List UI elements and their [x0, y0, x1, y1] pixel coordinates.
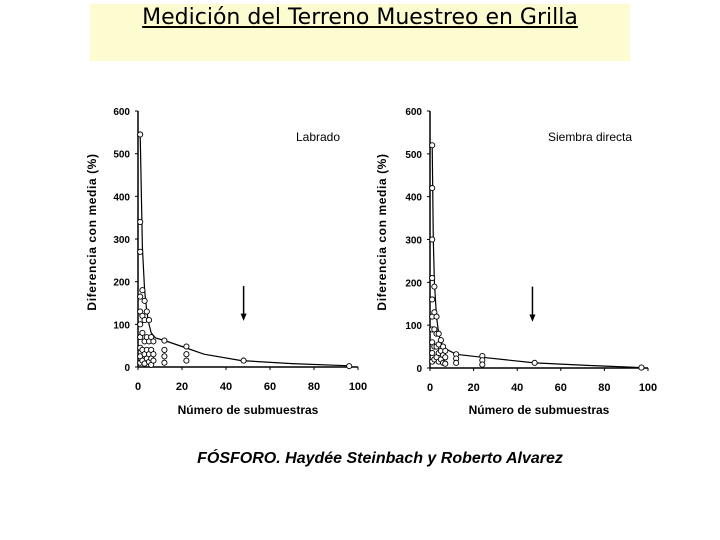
- data-point: [145, 317, 153, 324]
- x-tick-label: 60: [264, 381, 276, 393]
- y-tick-label: 400: [113, 192, 130, 203]
- y-tick-label: 600: [405, 107, 422, 118]
- x-tick-label: 0: [427, 382, 433, 394]
- chart-title: Labrado: [296, 130, 340, 144]
- data-point: [183, 351, 190, 358]
- y-tick-label: 300: [113, 235, 130, 246]
- data-point: [479, 361, 486, 368]
- x-tick-label: 40: [220, 381, 232, 393]
- data-point: [137, 293, 144, 300]
- x-axis-label: Número de submuestras: [469, 403, 610, 417]
- data-point: [437, 337, 444, 344]
- data-point: [433, 313, 440, 320]
- y-tick-label: 500: [113, 150, 130, 161]
- y-tick-label: 200: [405, 278, 422, 289]
- title-banner: Medición del Terreno Muestreo en Grilla: [90, 4, 630, 61]
- x-axis-label: Número de submuestras: [178, 403, 319, 417]
- data-point: [161, 337, 168, 344]
- slide-caption: FÓSFORO. Haydée Steinbach y Roberto Alva…: [197, 450, 563, 467]
- y-tick-label: 600: [113, 107, 130, 118]
- data-point: [183, 357, 190, 364]
- data-point: [150, 357, 157, 364]
- y-tick-label: 0: [124, 363, 130, 374]
- data-point: [429, 349, 436, 357]
- x-tick-label: 20: [467, 382, 479, 394]
- y-axis-label: Diferencia con media (%): [375, 153, 389, 310]
- data-point: [137, 321, 144, 328]
- arrow-head: [529, 314, 536, 322]
- data-point: [137, 248, 144, 255]
- y-tick-label: 300: [405, 236, 422, 247]
- y-tick-label: 100: [113, 320, 130, 331]
- data-point: [453, 359, 460, 366]
- data-point: [429, 296, 436, 303]
- data-point: [137, 131, 144, 138]
- data-point: [150, 338, 157, 345]
- x-tick-label: 20: [176, 381, 188, 393]
- x-tick-label: 80: [308, 381, 320, 393]
- data-point: [139, 329, 146, 336]
- y-tick-label: 0: [416, 364, 422, 375]
- data-point: [137, 218, 144, 225]
- chart-panel-siembra-directa: 0 100 200 300 400 500 600 0 20 40 60 80 100 Siembra d…: [375, 107, 657, 417]
- y-tick-label: 500: [405, 150, 422, 161]
- data-point: [429, 274, 436, 282]
- y-tick-label: 400: [405, 193, 422, 204]
- y-tick-label: 200: [113, 278, 130, 289]
- data-point: [435, 330, 442, 337]
- x-tick-label: 100: [639, 382, 657, 394]
- data-point: [183, 343, 190, 350]
- data-point: [431, 283, 438, 290]
- data-point: [143, 308, 150, 315]
- x-tick-label: 80: [598, 382, 610, 394]
- data-point: [150, 351, 157, 358]
- data-point: [429, 185, 436, 192]
- data-point: [442, 354, 449, 361]
- data-point: [429, 142, 436, 149]
- data-point: [139, 287, 146, 294]
- x-tick-label: 100: [349, 381, 367, 393]
- data-point: [442, 360, 449, 367]
- y-axis-label: Diferencia con media (%): [85, 153, 99, 310]
- data-point: [161, 353, 168, 360]
- data-point: [531, 359, 538, 366]
- y-tick-label: 100: [405, 321, 422, 332]
- data-point: [240, 357, 247, 364]
- data-point: [429, 236, 436, 243]
- data-point: [161, 346, 168, 353]
- slide-title: Medición del Terreno Muestreo en Grilla: [142, 5, 578, 30]
- data-point: [141, 297, 148, 304]
- arrow-head: [240, 313, 247, 321]
- data-point: [161, 359, 168, 366]
- data-point: [346, 363, 353, 370]
- x-tick-label: 60: [555, 382, 567, 394]
- fit-curve: [431, 145, 642, 369]
- fit-curve: [139, 134, 348, 367]
- data-point: [442, 347, 449, 354]
- x-tick-label: 40: [511, 382, 523, 394]
- data-point: [638, 364, 645, 371]
- chart-panel-labrado: 0 100 200 300 400 500 600 0 20 40 60 80 100 Labrado Nú…: [85, 107, 367, 417]
- chart-title: Siembra directa: [548, 130, 632, 144]
- x-tick-label: 0: [135, 381, 141, 393]
